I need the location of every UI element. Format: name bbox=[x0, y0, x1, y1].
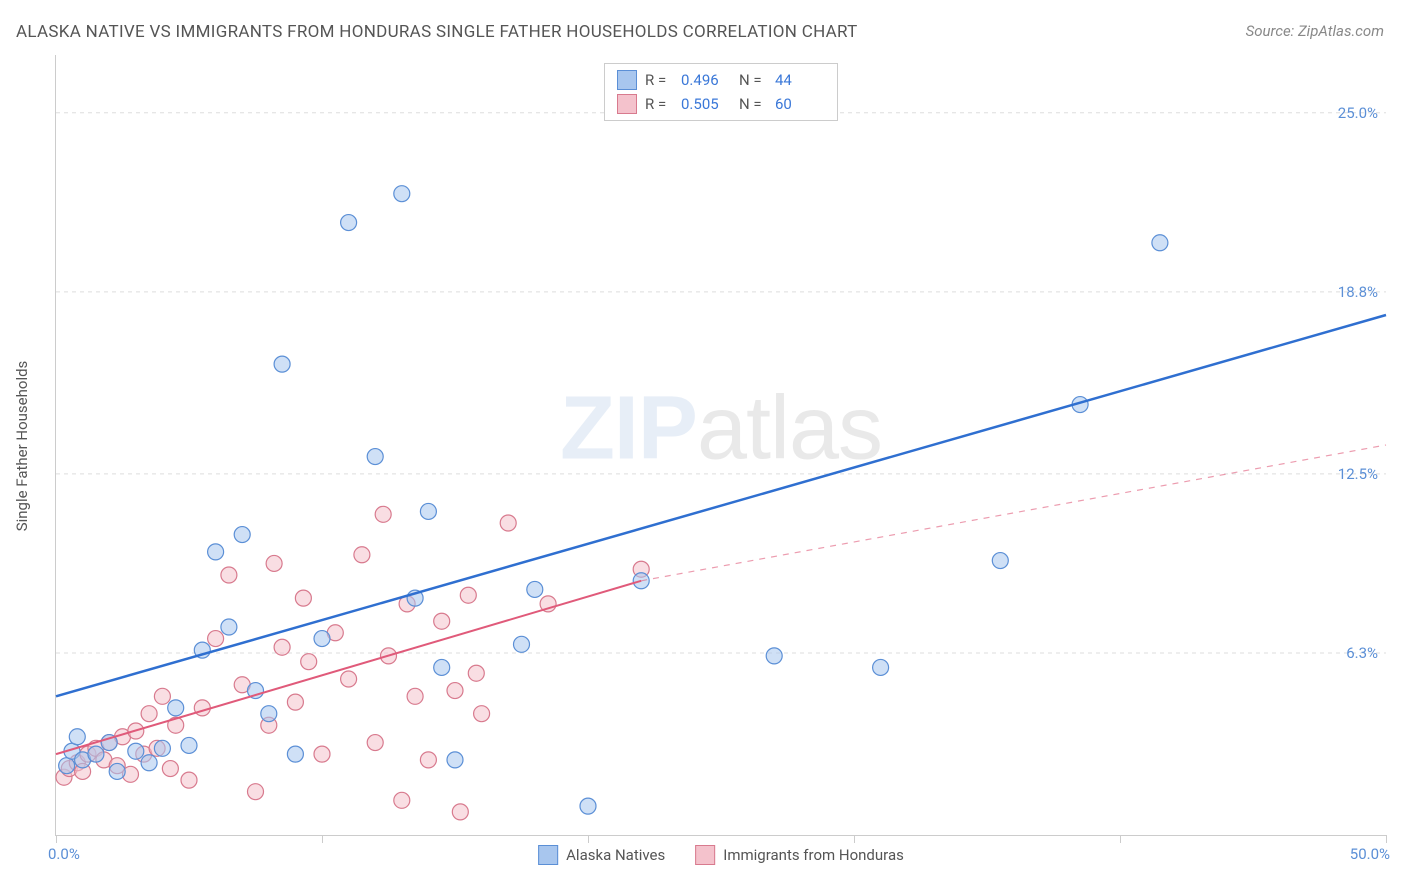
legend-item-honduras: Immigrants from Honduras bbox=[695, 845, 904, 865]
x-tick bbox=[588, 835, 589, 843]
n-value-honduras: 60 bbox=[775, 95, 825, 113]
x-tick bbox=[854, 835, 855, 843]
r-label: R = bbox=[645, 95, 673, 113]
x-tick bbox=[1120, 835, 1121, 843]
n-label: N = bbox=[739, 71, 767, 89]
y-tick-label: 12.5% bbox=[1338, 465, 1378, 483]
legend-row-honduras: R = 0.505 N = 60 bbox=[617, 92, 825, 116]
swatch-alaska bbox=[617, 70, 637, 90]
x-tick bbox=[56, 835, 57, 843]
x-tick bbox=[1386, 835, 1387, 843]
chart-title: ALASKA NATIVE VS IMMIGRANTS FROM HONDURA… bbox=[16, 22, 858, 42]
legend-label-honduras: Immigrants from Honduras bbox=[723, 846, 904, 864]
x-axis-max-label: 50.0% bbox=[1350, 845, 1390, 863]
legend-series: Alaska Natives Immigrants from Honduras bbox=[538, 845, 904, 865]
x-axis-min-label: 0.0% bbox=[48, 845, 80, 863]
y-tick-label: 6.3% bbox=[1346, 644, 1378, 662]
source-attribution: Source: ZipAtlas.com bbox=[1246, 22, 1384, 40]
r-label: R = bbox=[645, 71, 673, 89]
swatch-alaska bbox=[538, 845, 558, 865]
chart-svg bbox=[56, 55, 1386, 835]
legend-label-alaska: Alaska Natives bbox=[566, 846, 665, 864]
y-axis-title: Single Father Households bbox=[13, 361, 31, 532]
x-tick bbox=[322, 835, 323, 843]
r-value-honduras: 0.505 bbox=[681, 95, 731, 113]
y-tick-label: 18.8% bbox=[1338, 283, 1378, 301]
n-label: N = bbox=[739, 95, 767, 113]
legend-item-alaska: Alaska Natives bbox=[538, 845, 665, 865]
y-tick-label: 25.0% bbox=[1338, 104, 1378, 122]
legend-row-alaska: R = 0.496 N = 44 bbox=[617, 68, 825, 92]
swatch-honduras bbox=[695, 845, 715, 865]
legend-correlation: R = 0.496 N = 44 R = 0.505 N = 60 bbox=[604, 63, 838, 121]
r-value-alaska: 0.496 bbox=[681, 71, 731, 89]
swatch-honduras bbox=[617, 94, 637, 114]
n-value-alaska: 44 bbox=[775, 71, 825, 89]
plot-area: ZIPatlas 6.3%12.5%18.8%25.0% 0.0% 50.0% … bbox=[55, 55, 1386, 836]
